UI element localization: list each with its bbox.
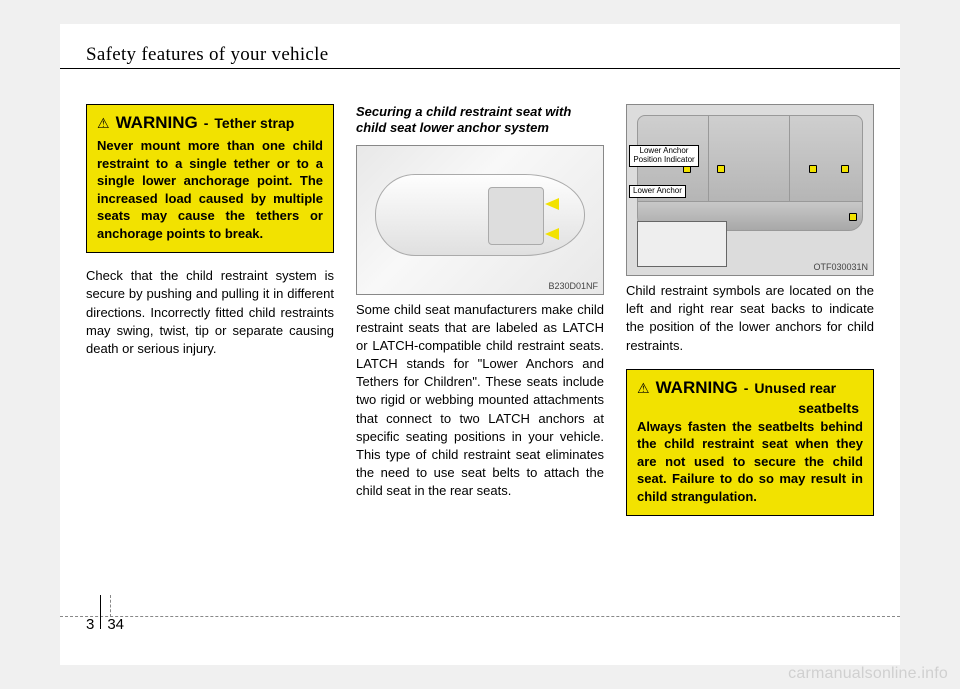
columns: ⚠ WARNING - Tether strap Never mount mor…	[86, 104, 874, 585]
footer-rule	[60, 616, 900, 617]
warning-body: Never mount more than one child restrain…	[97, 137, 323, 242]
warning-heading: ⚠ WARNING - Unused rear	[637, 378, 863, 398]
warning-icon: ⚠	[97, 116, 110, 130]
warning-topic: Unused rear	[754, 380, 836, 396]
column-left: ⚠ WARNING - Tether strap Never mount mor…	[86, 104, 334, 585]
label-position-indicator: Lower Anchor Position Indicator	[629, 145, 699, 167]
manual-page: Safety features of your vehicle ⚠ WARNIN…	[60, 24, 900, 665]
page-number-divider	[100, 595, 101, 629]
figure-rear-seat: Lower Anchor Position Indicator Lower An…	[626, 104, 874, 276]
anchor-marker	[809, 165, 817, 173]
car-outline	[375, 174, 585, 256]
warning-word: WARNING	[656, 378, 738, 398]
warning-body: Always fasten the seatbelts behind the c…	[637, 418, 863, 506]
warning-heading: ⚠ WARNING - Tether strap	[97, 113, 323, 133]
page-number-value: 34	[107, 616, 124, 633]
anchor-marker	[849, 213, 857, 221]
anchor-marker	[841, 165, 849, 173]
warning-dash: -	[204, 115, 209, 131]
figure-inset	[637, 221, 727, 267]
label-lower-anchor: Lower Anchor	[629, 185, 686, 198]
watermark: carmanualsonline.info	[788, 665, 948, 683]
col3-paragraph: Child restraint symbols are located on t…	[626, 282, 874, 355]
figure-code: B230D01NF	[548, 281, 598, 291]
rear-seat-block	[488, 187, 544, 245]
page-number: 3 34	[86, 607, 124, 641]
section-number: 3	[86, 616, 94, 633]
warning-topic-line2: seatbelts	[637, 400, 863, 416]
section-title: Safety features of your vehicle	[86, 44, 328, 66]
arrow-icon	[545, 228, 559, 240]
warning-dash: -	[744, 380, 749, 396]
warning-icon: ⚠	[637, 381, 650, 395]
figure-code: OTF030031N	[813, 262, 868, 272]
arrow-icon	[545, 198, 559, 210]
figure-latch-diagram: B230D01NF	[356, 145, 604, 295]
column-middle: Securing a child restraint seat with chi…	[356, 104, 604, 585]
column-right: Lower Anchor Position Indicator Lower An…	[626, 104, 874, 585]
header-rule	[60, 68, 900, 69]
warning-topic: Tether strap	[214, 115, 294, 131]
anchor-marker	[717, 165, 725, 173]
col2-heading: Securing a child restraint seat with chi…	[356, 104, 604, 137]
col1-paragraph: Check that the child restraint system is…	[86, 267, 334, 358]
warning-seatbelts: ⚠ WARNING - Unused rear seatbelts Always…	[626, 369, 874, 517]
warning-word: WARNING	[116, 113, 198, 133]
col2-paragraph: Some child seat manufacturers make child…	[356, 301, 604, 501]
warning-tether: ⚠ WARNING - Tether strap Never mount mor…	[86, 104, 334, 253]
